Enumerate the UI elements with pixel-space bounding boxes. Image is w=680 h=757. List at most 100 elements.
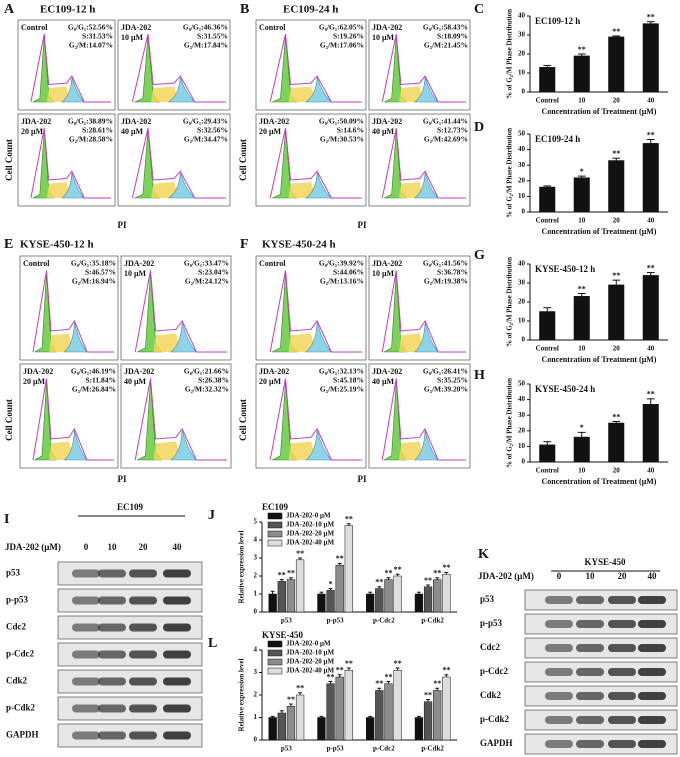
bar: [608, 284, 625, 341]
s-phase: [46, 86, 71, 102]
x-tick-label: 20: [613, 345, 621, 353]
y-axis-label: Relative expression level: [238, 530, 246, 603]
x-tick-label: p53: [281, 745, 292, 753]
bar: [366, 717, 375, 741]
phase-stat: G₂/M:17.84%: [184, 41, 228, 50]
x-tick-label: p-Cdk2: [421, 745, 444, 753]
band: [163, 650, 191, 659]
y-tick-label: 4: [254, 646, 258, 654]
s-phase: [49, 333, 74, 352]
x-axis-label: Concentration of Treatment (μM): [542, 227, 657, 236]
plot-label: Control: [259, 23, 286, 32]
phase-stat: G₀/G₁:62.05%: [319, 23, 364, 32]
significance: **: [578, 284, 586, 293]
phase-stat: S:31.55%: [197, 32, 228, 41]
x-tick-label: 20: [613, 97, 621, 105]
x-axis-label: PI: [358, 220, 367, 230]
bar: [384, 579, 393, 613]
phase-stat: G₀/G₁:41.44%: [423, 117, 468, 126]
phase-stat: G₂/M:16.94%: [72, 277, 116, 286]
phase-stat: G₀/G₁:26.41%: [423, 367, 468, 376]
band: [608, 716, 636, 724]
s-phase: [399, 441, 425, 460]
dose-label: 10: [586, 571, 596, 581]
chart-title: KYSE-450: [262, 630, 304, 640]
x-tick-label: 20: [613, 467, 621, 475]
s-phase: [49, 441, 74, 460]
protein-label: p-p53: [480, 618, 503, 628]
plot-label: 20 μM: [259, 377, 282, 386]
x-tick-label: p-p53: [327, 745, 345, 753]
x-tick-label: Control: [536, 467, 559, 475]
bar: [335, 564, 344, 613]
s-phase: [288, 86, 317, 102]
band: [129, 704, 157, 713]
band: [129, 650, 157, 659]
protein-label: p-Cdc2: [6, 649, 35, 659]
fit-curve: [134, 378, 227, 461]
band: [576, 596, 604, 604]
phase-stat: S:46.57%: [85, 268, 116, 277]
plot-label: 20 μM: [23, 377, 46, 386]
phase-stat: G₂/M:13.16%: [320, 277, 364, 286]
phase-stat: G₂/M:42.69%: [424, 135, 468, 144]
x-tick-label: 40: [647, 467, 655, 475]
plot-label: JDA-202: [372, 117, 402, 126]
band: [638, 620, 666, 628]
phase-stat: G₀/G₁:33.47%: [184, 259, 229, 268]
bar: [442, 573, 451, 613]
y-tick-label: 30: [518, 161, 526, 169]
treatment-label: JDA-202 (μM): [478, 571, 534, 581]
bar: [414, 717, 424, 741]
significance: **: [612, 271, 620, 280]
y-tick-label: 20: [518, 176, 526, 184]
x-tick-label: p53: [281, 617, 292, 625]
protein-label: p53: [480, 594, 495, 604]
phase-stat: S:28.61%: [82, 126, 113, 135]
s-phase: [288, 182, 317, 198]
bar: [277, 712, 286, 741]
y-tick-label: 20: [518, 426, 526, 434]
significance: **: [612, 412, 620, 421]
phase-stat: G₂/M:19.38%: [424, 277, 468, 286]
protein-label: p53: [6, 568, 21, 578]
significance: **: [647, 263, 655, 272]
significance: **: [384, 569, 392, 578]
plot-label: 40 μM: [372, 127, 395, 136]
phase-stat: G₀/G₁:38.89%: [68, 117, 113, 126]
significance: **: [442, 563, 450, 572]
band: [608, 692, 636, 700]
band: [163, 596, 191, 605]
bar: [608, 422, 625, 463]
bar: [539, 311, 556, 341]
g2-peak: [305, 430, 333, 461]
protein-label: p-Cdc2: [480, 666, 509, 676]
fit-curve: [269, 33, 362, 103]
y-axis-label: % of G₂/M Phase Distribution: [506, 257, 514, 347]
g2-peak: [413, 77, 439, 103]
fit-curve: [381, 378, 466, 461]
x-tick-label: Control: [536, 345, 559, 353]
significance: **: [336, 666, 344, 675]
dose-label: 20: [139, 542, 149, 552]
bar: [442, 676, 451, 741]
plot-label: JDA-202: [124, 259, 154, 268]
s-phase: [151, 182, 180, 198]
y-axis-label: Cell Count: [238, 139, 248, 181]
significance: **: [375, 679, 383, 688]
y-tick-label: 10: [518, 192, 526, 200]
bar: [539, 186, 556, 213]
panel-letter: I: [4, 512, 9, 527]
panel-title: KYSE-450-12 h: [20, 239, 94, 251]
significance: **: [375, 578, 383, 587]
phase-stat: G₀/G₁:39.92%: [319, 259, 364, 268]
plot-label: 10 μM: [121, 33, 144, 42]
phase-stat: G₀/G₁:21.66%: [184, 367, 229, 376]
fit-curve: [269, 378, 362, 461]
significance: **: [345, 659, 353, 668]
x-axis-label: Concentration of Treatment (μM): [542, 477, 657, 486]
band: [608, 620, 636, 628]
legend-swatch: [267, 649, 283, 657]
legend-label: JDA-202-40 μM: [286, 539, 334, 547]
plot-label: 20 μM: [259, 127, 282, 136]
